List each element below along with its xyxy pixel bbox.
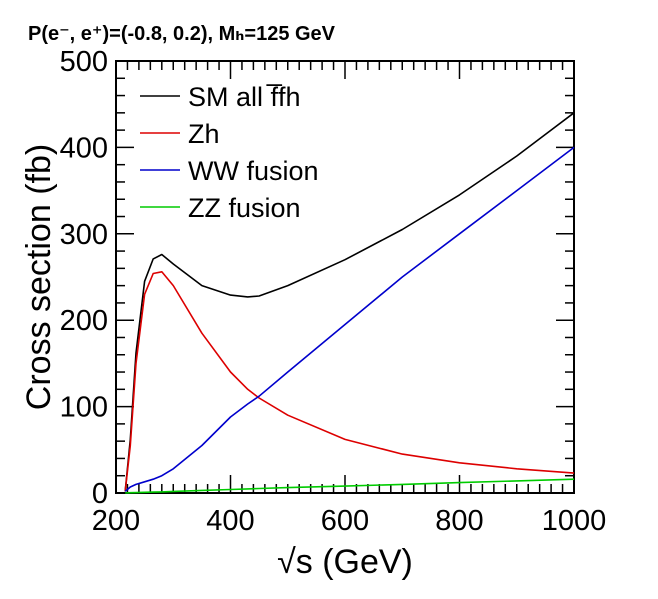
axis-ticks [115,60,575,494]
y-axis-label: Cross section (fb) [20,144,58,410]
x-tick-label: 800 [435,505,483,537]
series-line [124,271,575,492]
series-line [124,146,575,492]
plot-frame [115,60,575,494]
series-line [125,478,575,494]
chart-title: P(e⁻, e⁺)=(-0.8, 0.2), Mₕ=125 GeV [28,23,336,45]
x-tick-label: 400 [206,505,254,537]
y-tick-label: 500 [60,46,108,78]
legend-label: ZZ fusion [188,193,301,223]
x-tick-label: 1000 [542,505,607,537]
x-tick-label: 600 [321,505,369,537]
y-tick-label: 400 [60,132,108,164]
series-line [124,112,575,492]
y-tick-labels: 0 100 200 300 400 500 [60,46,108,510]
legend-label: Zh [188,119,220,149]
x-tick-labels: 200 400 600 800 1000 [92,505,606,537]
legend-label: SM all f̅fh [188,82,301,112]
x-tick-label: 200 [92,505,140,537]
legend-label: WW fusion [188,156,319,186]
y-tick-label: 200 [60,305,108,337]
x-axis-label: √s (GeV) [277,543,413,581]
y-tick-label: 100 [60,392,108,424]
y-tick-label: 0 [92,478,108,510]
chart-title-text: P(e⁻, e⁺)=(-0.8, 0.2), Mₕ=125 GeV [28,23,336,45]
series-lines [124,112,575,494]
y-tick-label: 300 [60,219,108,251]
legend: SM all f̅fh Zh WW fusion ZZ fusion [140,82,319,223]
